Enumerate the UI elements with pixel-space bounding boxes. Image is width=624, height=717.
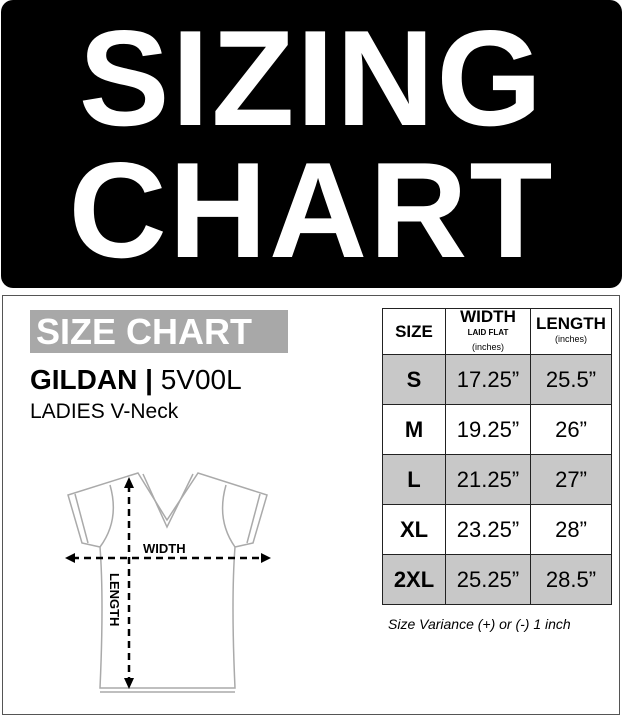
arrow-up-icon xyxy=(124,477,134,488)
length-cell: 28” xyxy=(530,504,612,555)
size-cell: 2XL xyxy=(382,554,446,605)
neck-trim xyxy=(142,473,194,529)
brand-model: GILDAN | 5V00L xyxy=(30,364,242,396)
width-cell: 25.25” xyxy=(445,554,531,605)
width-cell: 23.25” xyxy=(445,504,531,555)
width-cell: 19.25” xyxy=(445,404,531,455)
size-cell: L xyxy=(382,454,446,505)
sleeve-seam-left xyxy=(99,484,115,548)
size-cell: M xyxy=(382,404,446,455)
sleeve-seam-right xyxy=(221,484,236,548)
length-cell: 27” xyxy=(530,454,612,505)
header-size: SIZE xyxy=(382,308,446,355)
width-cell: 21.25” xyxy=(445,454,531,505)
model: 5V00L xyxy=(160,364,242,395)
table-row: 2XL 25.25” 28.5” xyxy=(382,554,612,605)
table-row: M 19.25” 26” xyxy=(382,404,612,455)
table-row: XL 23.25” 28” xyxy=(382,504,612,555)
size-chart-label: SIZE CHART xyxy=(30,310,288,353)
brand: GILDAN xyxy=(30,364,138,395)
length-label: LENGTH xyxy=(107,573,122,626)
sleeve-trim-right xyxy=(246,493,261,544)
arrow-right-icon xyxy=(261,553,271,563)
banner-line2: CHART xyxy=(68,134,555,286)
width-label: WIDTH xyxy=(143,541,186,556)
size-table: SIZE WIDTH LAID FLAT (inches) LENGTH (inche… xyxy=(382,308,612,605)
garment-style: LADIES V-Neck xyxy=(30,400,179,423)
header-length: LENGTH (inches) xyxy=(530,308,612,355)
title-banner: SIZING CHART xyxy=(1,0,622,288)
length-cell: 28.5” xyxy=(530,554,612,605)
length-cell: 25.5” xyxy=(530,354,612,405)
arrow-down-icon xyxy=(124,678,134,689)
table-row: L 21.25” 27” xyxy=(382,454,612,505)
separator: | xyxy=(145,364,153,395)
width-cell: 17.25” xyxy=(445,354,531,405)
banner-line1: SIZING xyxy=(78,2,545,154)
chart-panel xyxy=(2,295,620,715)
header-width: WIDTH LAID FLAT (inches) xyxy=(445,308,531,355)
size-cell: S xyxy=(382,354,446,405)
table-row: S 17.25” 25.5” xyxy=(382,354,612,405)
size-cell: XL xyxy=(382,504,446,555)
shirt-outline xyxy=(67,472,268,689)
sleeve-trim-left xyxy=(74,493,89,544)
length-cell: 26” xyxy=(530,404,612,455)
table-header: SIZE WIDTH LAID FLAT (inches) LENGTH (inche… xyxy=(382,308,612,355)
size-variance-note: Size Variance (+) or (-) 1 inch xyxy=(388,616,571,632)
arrow-left-icon xyxy=(65,553,75,563)
